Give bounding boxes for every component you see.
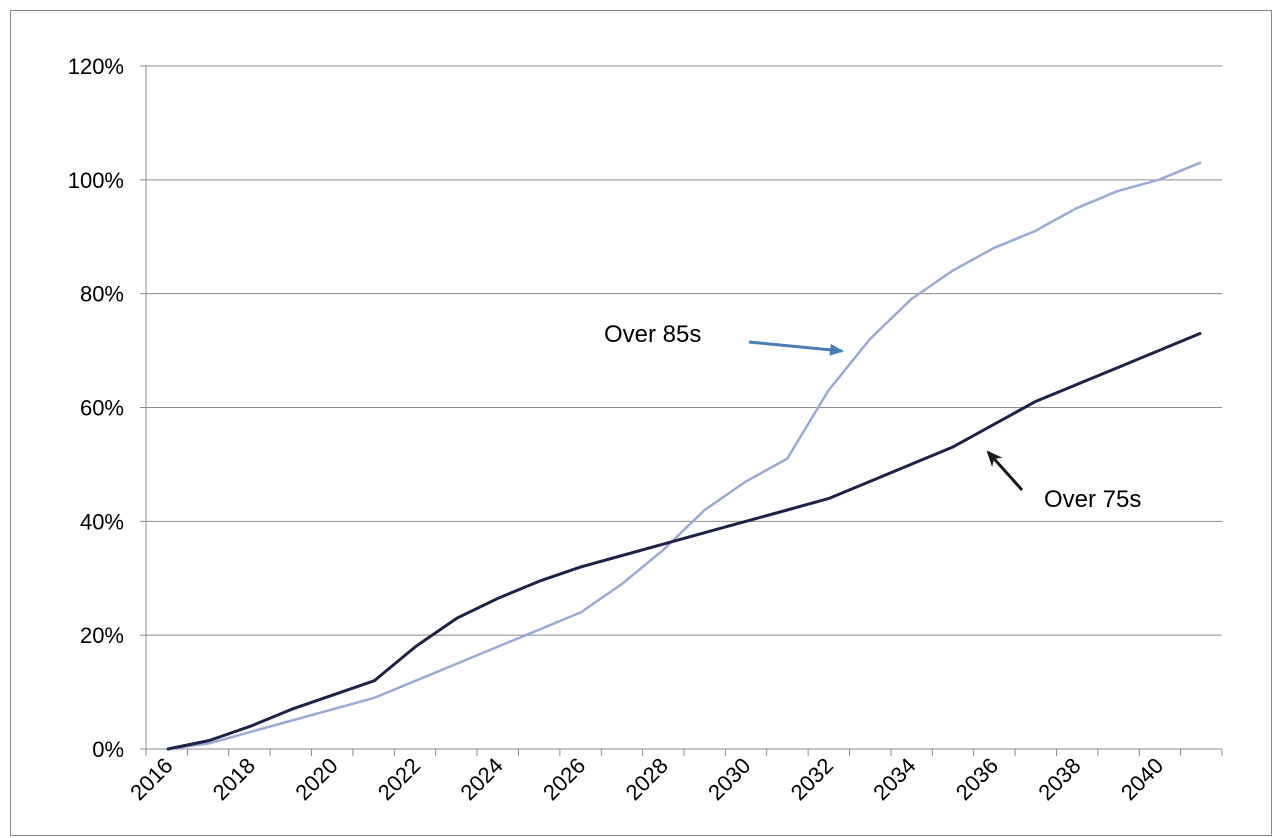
x-tick-label: 2020 (290, 753, 342, 805)
chart-frame (10, 10, 1272, 836)
y-tick-label: 120% (68, 54, 124, 79)
annotation-over-85s-label: Over 85s (604, 321, 701, 348)
x-tick-label: 2024 (455, 753, 507, 805)
series-line-over-85s (166, 161, 1202, 751)
annotations: Over 85s Over 75s (604, 321, 1141, 513)
y-tick-label: 60% (80, 396, 124, 421)
x-tick-label: 2038 (1033, 753, 1085, 805)
y-tick-label: 40% (80, 509, 124, 534)
x-tick-label: 2018 (208, 753, 260, 805)
y-tick-label: 100% (68, 168, 124, 193)
y-tick-label: 0% (92, 737, 124, 762)
x-tick-label: 2016 (125, 753, 177, 805)
series-line-over-75s (166, 332, 1202, 751)
x-tick-label: 2030 (703, 753, 755, 805)
x-tick-label: 2032 (786, 753, 838, 805)
series-lines (166, 161, 1202, 751)
annotation-over-75s-label: Over 75s (1044, 486, 1141, 513)
gridlines (146, 65, 1222, 636)
x-tick-label: 2028 (621, 753, 673, 805)
annotation-over-85s-arrow (748, 340, 844, 356)
x-tick-labels: 2016 2018 2020 2022 2024 2026 2028 2030 2032 2034… (125, 753, 1168, 805)
y-tick-label: 20% (80, 623, 124, 648)
x-tick-label: 2026 (538, 753, 590, 805)
axes (140, 65, 1223, 756)
annotation-over-75s-arrow (986, 450, 1024, 492)
x-tick-label: 2036 (951, 753, 1003, 805)
y-tick-label: 80% (80, 282, 124, 307)
x-tick-label: 2022 (373, 753, 425, 805)
x-tick-label: 2034 (868, 753, 920, 805)
x-tick-label: 2040 (1116, 753, 1168, 805)
y-tick-labels: 0% 20% 40% 60% 80% 100% 120% (68, 54, 124, 762)
